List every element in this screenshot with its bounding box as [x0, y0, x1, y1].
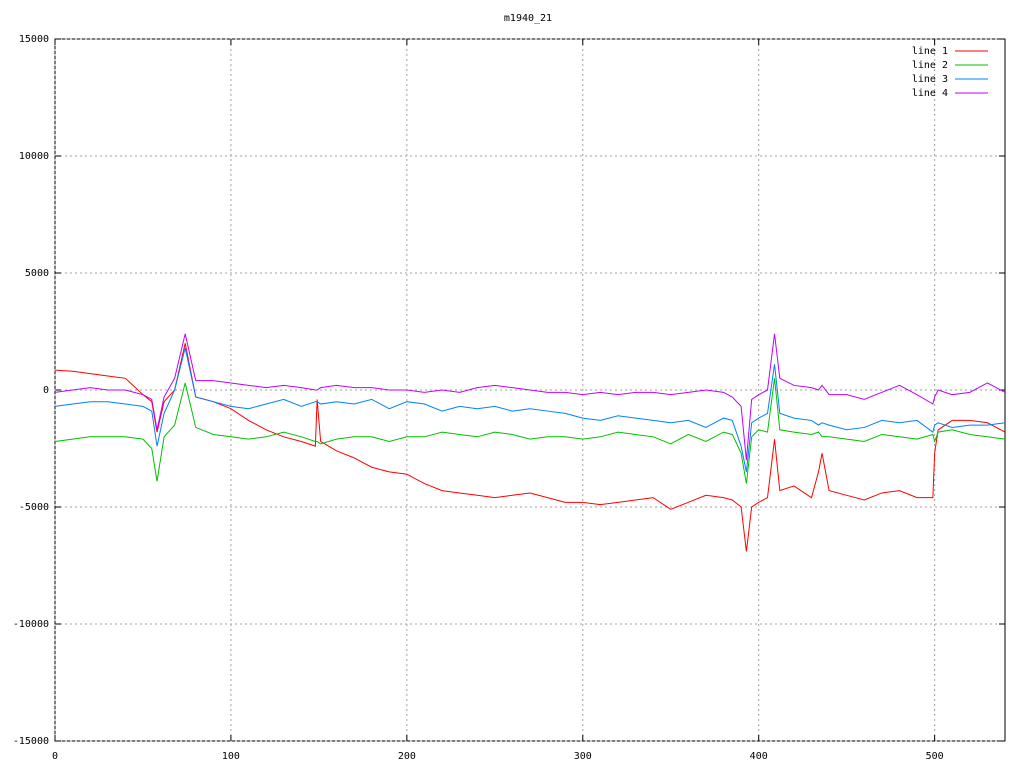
x-tick-label: 200 — [398, 751, 416, 762]
y-tick-label: 5000 — [25, 268, 49, 279]
data-line — [54, 343, 1006, 552]
data-line — [54, 378, 1006, 484]
legend-label: line 2 — [912, 60, 948, 71]
y-tick-label: 15000 — [19, 34, 49, 45]
data-line — [54, 333, 1006, 461]
y-tick-label: 10000 — [19, 151, 49, 162]
y-tick-label: -10000 — [13, 619, 49, 630]
x-tick-label: 0 — [52, 751, 58, 762]
x-tick-label: 300 — [574, 751, 592, 762]
legend-label: line 3 — [912, 74, 948, 85]
x-tick-label: 100 — [222, 751, 240, 762]
y-tick-label: -5000 — [19, 502, 49, 513]
legend-label: line 4 — [912, 88, 948, 99]
data-line — [54, 347, 1006, 473]
legend-label: line 1 — [912, 46, 948, 57]
y-tick-label: -15000 — [13, 736, 49, 747]
chart-title: m1940_21 — [504, 13, 552, 24]
x-tick-label: 400 — [750, 751, 768, 762]
y-tick-label: 0 — [43, 385, 49, 396]
x-tick-label: 500 — [926, 751, 944, 762]
